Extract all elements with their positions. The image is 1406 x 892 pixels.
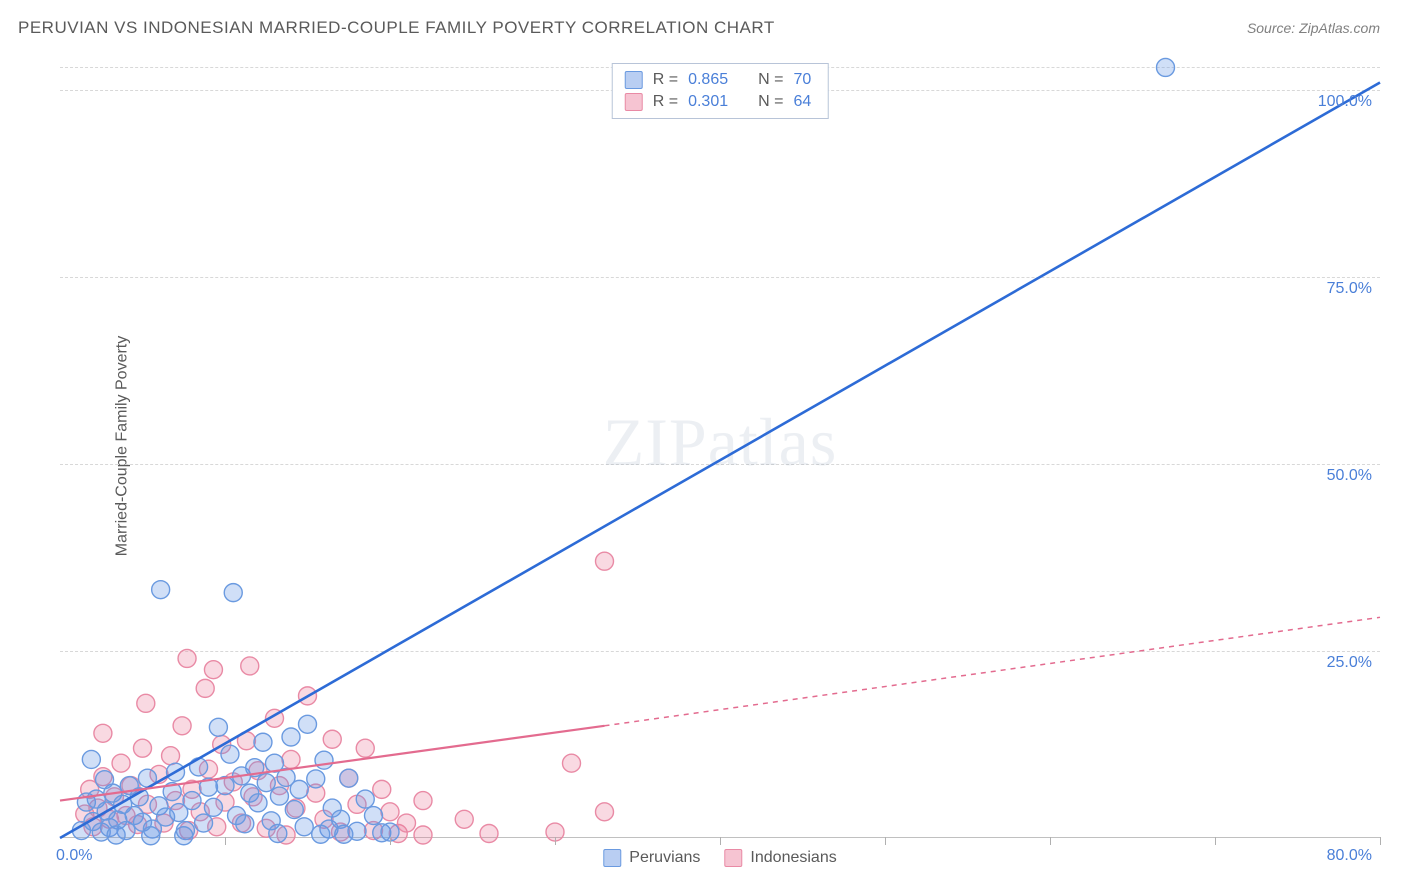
data-point-peruvians xyxy=(82,750,100,768)
data-point-peruvians xyxy=(335,825,353,843)
data-point-indonesians xyxy=(596,803,614,821)
data-point-indonesians xyxy=(112,754,130,772)
stat-n-label: N = xyxy=(758,71,783,89)
stats-row-indonesians: R = 0.301 N = 64 xyxy=(625,91,812,113)
swatch-peruvians xyxy=(625,71,643,89)
chart-title: PERUVIAN VS INDONESIAN MARRIED-COUPLE FA… xyxy=(18,18,775,38)
data-point-indonesians xyxy=(178,649,196,667)
x-tick xyxy=(1050,837,1051,845)
data-point-indonesians xyxy=(414,792,432,810)
data-point-indonesians xyxy=(356,739,374,757)
y-tick-label: 25.0% xyxy=(1327,654,1372,672)
data-point-indonesians xyxy=(134,739,152,757)
stat-r-value-peruvians: 0.865 xyxy=(688,71,728,89)
x-tick xyxy=(720,837,721,845)
data-point-indonesians xyxy=(455,810,473,828)
data-point-peruvians xyxy=(175,827,193,845)
data-point-peruvians xyxy=(257,774,275,792)
x-tick xyxy=(885,837,886,845)
x-tick xyxy=(390,837,391,845)
data-point-peruvians xyxy=(221,745,239,763)
correlation-stats-box: R = 0.865 N = 70 R = 0.301 N = 64 xyxy=(612,63,829,119)
data-point-peruvians xyxy=(270,787,288,805)
data-point-peruvians xyxy=(1157,58,1175,76)
data-point-peruvians xyxy=(209,718,227,736)
data-point-indonesians xyxy=(480,825,498,843)
data-point-indonesians xyxy=(282,750,300,768)
data-point-peruvians xyxy=(142,827,160,845)
plot-svg xyxy=(60,60,1380,837)
legend-item-indonesians: Indonesians xyxy=(724,849,836,867)
x-tick xyxy=(1215,837,1216,845)
data-point-peruvians xyxy=(365,807,383,825)
trend-line-peruvians xyxy=(60,82,1380,838)
data-point-peruvians xyxy=(195,814,213,832)
stat-n-value-peruvians: 70 xyxy=(793,71,811,89)
trend-line-indonesians-dash xyxy=(605,617,1381,725)
data-point-indonesians xyxy=(563,754,581,772)
stat-n-value-indonesians: 64 xyxy=(793,93,811,111)
x-tick xyxy=(555,837,556,845)
x-axis-origin-label: 0.0% xyxy=(56,847,92,865)
data-point-peruvians xyxy=(204,798,222,816)
x-axis-max-label: 80.0% xyxy=(1327,847,1372,865)
data-point-peruvians xyxy=(285,801,303,819)
data-point-peruvians xyxy=(190,758,208,776)
data-point-peruvians xyxy=(224,584,242,602)
data-point-peruvians xyxy=(269,825,287,843)
y-tick-label: 50.0% xyxy=(1327,467,1372,485)
y-tick-label: 100.0% xyxy=(1318,93,1372,111)
data-point-peruvians xyxy=(282,728,300,746)
data-point-peruvians xyxy=(152,581,170,599)
data-point-peruvians xyxy=(183,792,201,810)
swatch-indonesians-legend xyxy=(724,849,742,867)
data-point-indonesians xyxy=(596,552,614,570)
data-point-indonesians xyxy=(137,694,155,712)
data-point-indonesians xyxy=(196,679,214,697)
data-point-peruvians xyxy=(107,826,125,844)
data-point-peruvians xyxy=(254,733,272,751)
y-tick-label: 75.0% xyxy=(1327,280,1372,298)
data-point-indonesians xyxy=(204,661,222,679)
data-point-peruvians xyxy=(290,780,308,798)
data-point-peruvians xyxy=(312,825,330,843)
data-point-peruvians xyxy=(356,790,374,808)
stat-r-label: R = xyxy=(653,71,678,89)
stats-row-peruvians: R = 0.865 N = 70 xyxy=(625,69,812,91)
data-point-indonesians xyxy=(173,717,191,735)
plot-area: ZIPatlas R = 0.865 N = 70 R = 0.301 N = … xyxy=(60,60,1380,838)
x-tick xyxy=(1380,837,1381,845)
data-point-indonesians xyxy=(94,724,112,742)
data-point-indonesians xyxy=(323,730,341,748)
stat-r-value-indonesians: 0.301 xyxy=(688,93,728,111)
legend-label-indonesians: Indonesians xyxy=(750,849,836,867)
data-point-peruvians xyxy=(315,751,333,769)
data-point-peruvians xyxy=(295,818,313,836)
data-point-indonesians xyxy=(373,780,391,798)
data-point-indonesians xyxy=(381,803,399,821)
data-point-indonesians xyxy=(162,747,180,765)
data-point-peruvians xyxy=(307,770,325,788)
data-point-peruvians xyxy=(96,771,114,789)
data-point-indonesians xyxy=(414,826,432,844)
data-point-peruvians xyxy=(340,769,358,787)
stat-n-label: N = xyxy=(758,93,783,111)
data-point-peruvians xyxy=(299,715,317,733)
legend: Peruvians Indonesians xyxy=(603,849,836,867)
x-tick xyxy=(225,837,226,845)
data-point-indonesians xyxy=(398,814,416,832)
data-point-indonesians xyxy=(241,657,259,675)
data-point-peruvians xyxy=(249,794,267,812)
legend-label-peruvians: Peruvians xyxy=(629,849,700,867)
data-point-peruvians xyxy=(236,815,254,833)
swatch-indonesians xyxy=(625,93,643,111)
stat-r-label: R = xyxy=(653,93,678,111)
swatch-peruvians-legend xyxy=(603,849,621,867)
legend-item-peruvians: Peruvians xyxy=(603,849,700,867)
source-attribution: Source: ZipAtlas.com xyxy=(1247,20,1380,36)
